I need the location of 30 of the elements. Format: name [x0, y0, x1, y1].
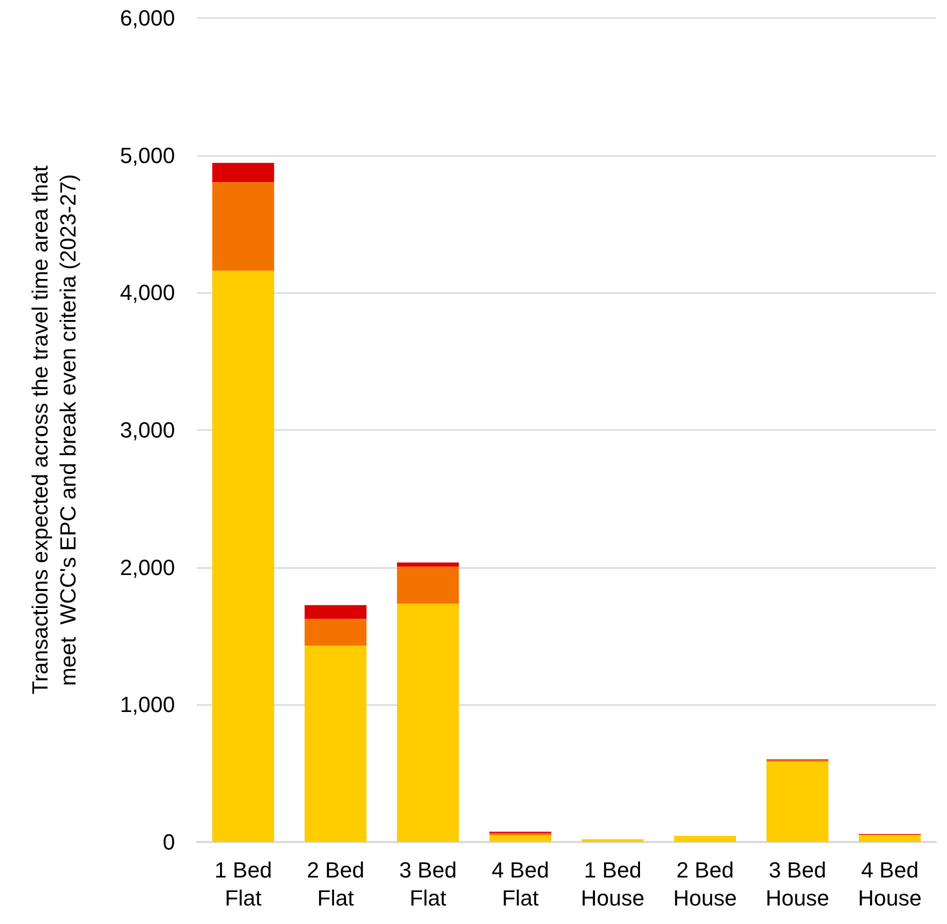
y-tick-label: 5,000	[120, 142, 175, 168]
y-tick-label: 4,000	[120, 280, 175, 306]
bar	[396, 604, 459, 842]
bar	[212, 162, 274, 182]
y-axis-title: Transactions expected across the travel time area that meet WCC's EPC and break even criteria (2023-27)	[28, 166, 80, 694]
x-tick-label: 1 Bed Flat	[214, 858, 272, 910]
x-tick-label: 3 Bed Flat	[399, 858, 457, 910]
bar	[212, 270, 274, 842]
y-tick-label: 0	[162, 830, 175, 854]
bar	[212, 182, 274, 271]
bar	[582, 839, 644, 842]
bar	[396, 566, 459, 604]
bar	[396, 562, 459, 567]
x-tick-label: 1 Bed House	[580, 858, 644, 910]
bar	[489, 835, 552, 842]
bar	[304, 646, 367, 842]
bar	[858, 835, 921, 842]
x-tick-label: 4 Bed House	[858, 858, 922, 910]
y-tick-label: 3,000	[120, 418, 175, 442]
bar	[304, 605, 367, 619]
bar	[766, 762, 828, 842]
y-tick-label: 6,000	[120, 6, 175, 30]
x-tick-label: 2 Bed House	[673, 858, 737, 910]
bar	[304, 618, 367, 646]
x-tick-label: 4 Bed Flat	[492, 858, 550, 910]
y-tick-label: 2,000	[120, 554, 175, 580]
y-tick-label: 1,000	[120, 692, 175, 718]
x-tick-label: 2 Bed Flat	[306, 858, 364, 910]
x-tick-label: 3 Bed House	[766, 858, 830, 910]
bar	[674, 836, 736, 842]
